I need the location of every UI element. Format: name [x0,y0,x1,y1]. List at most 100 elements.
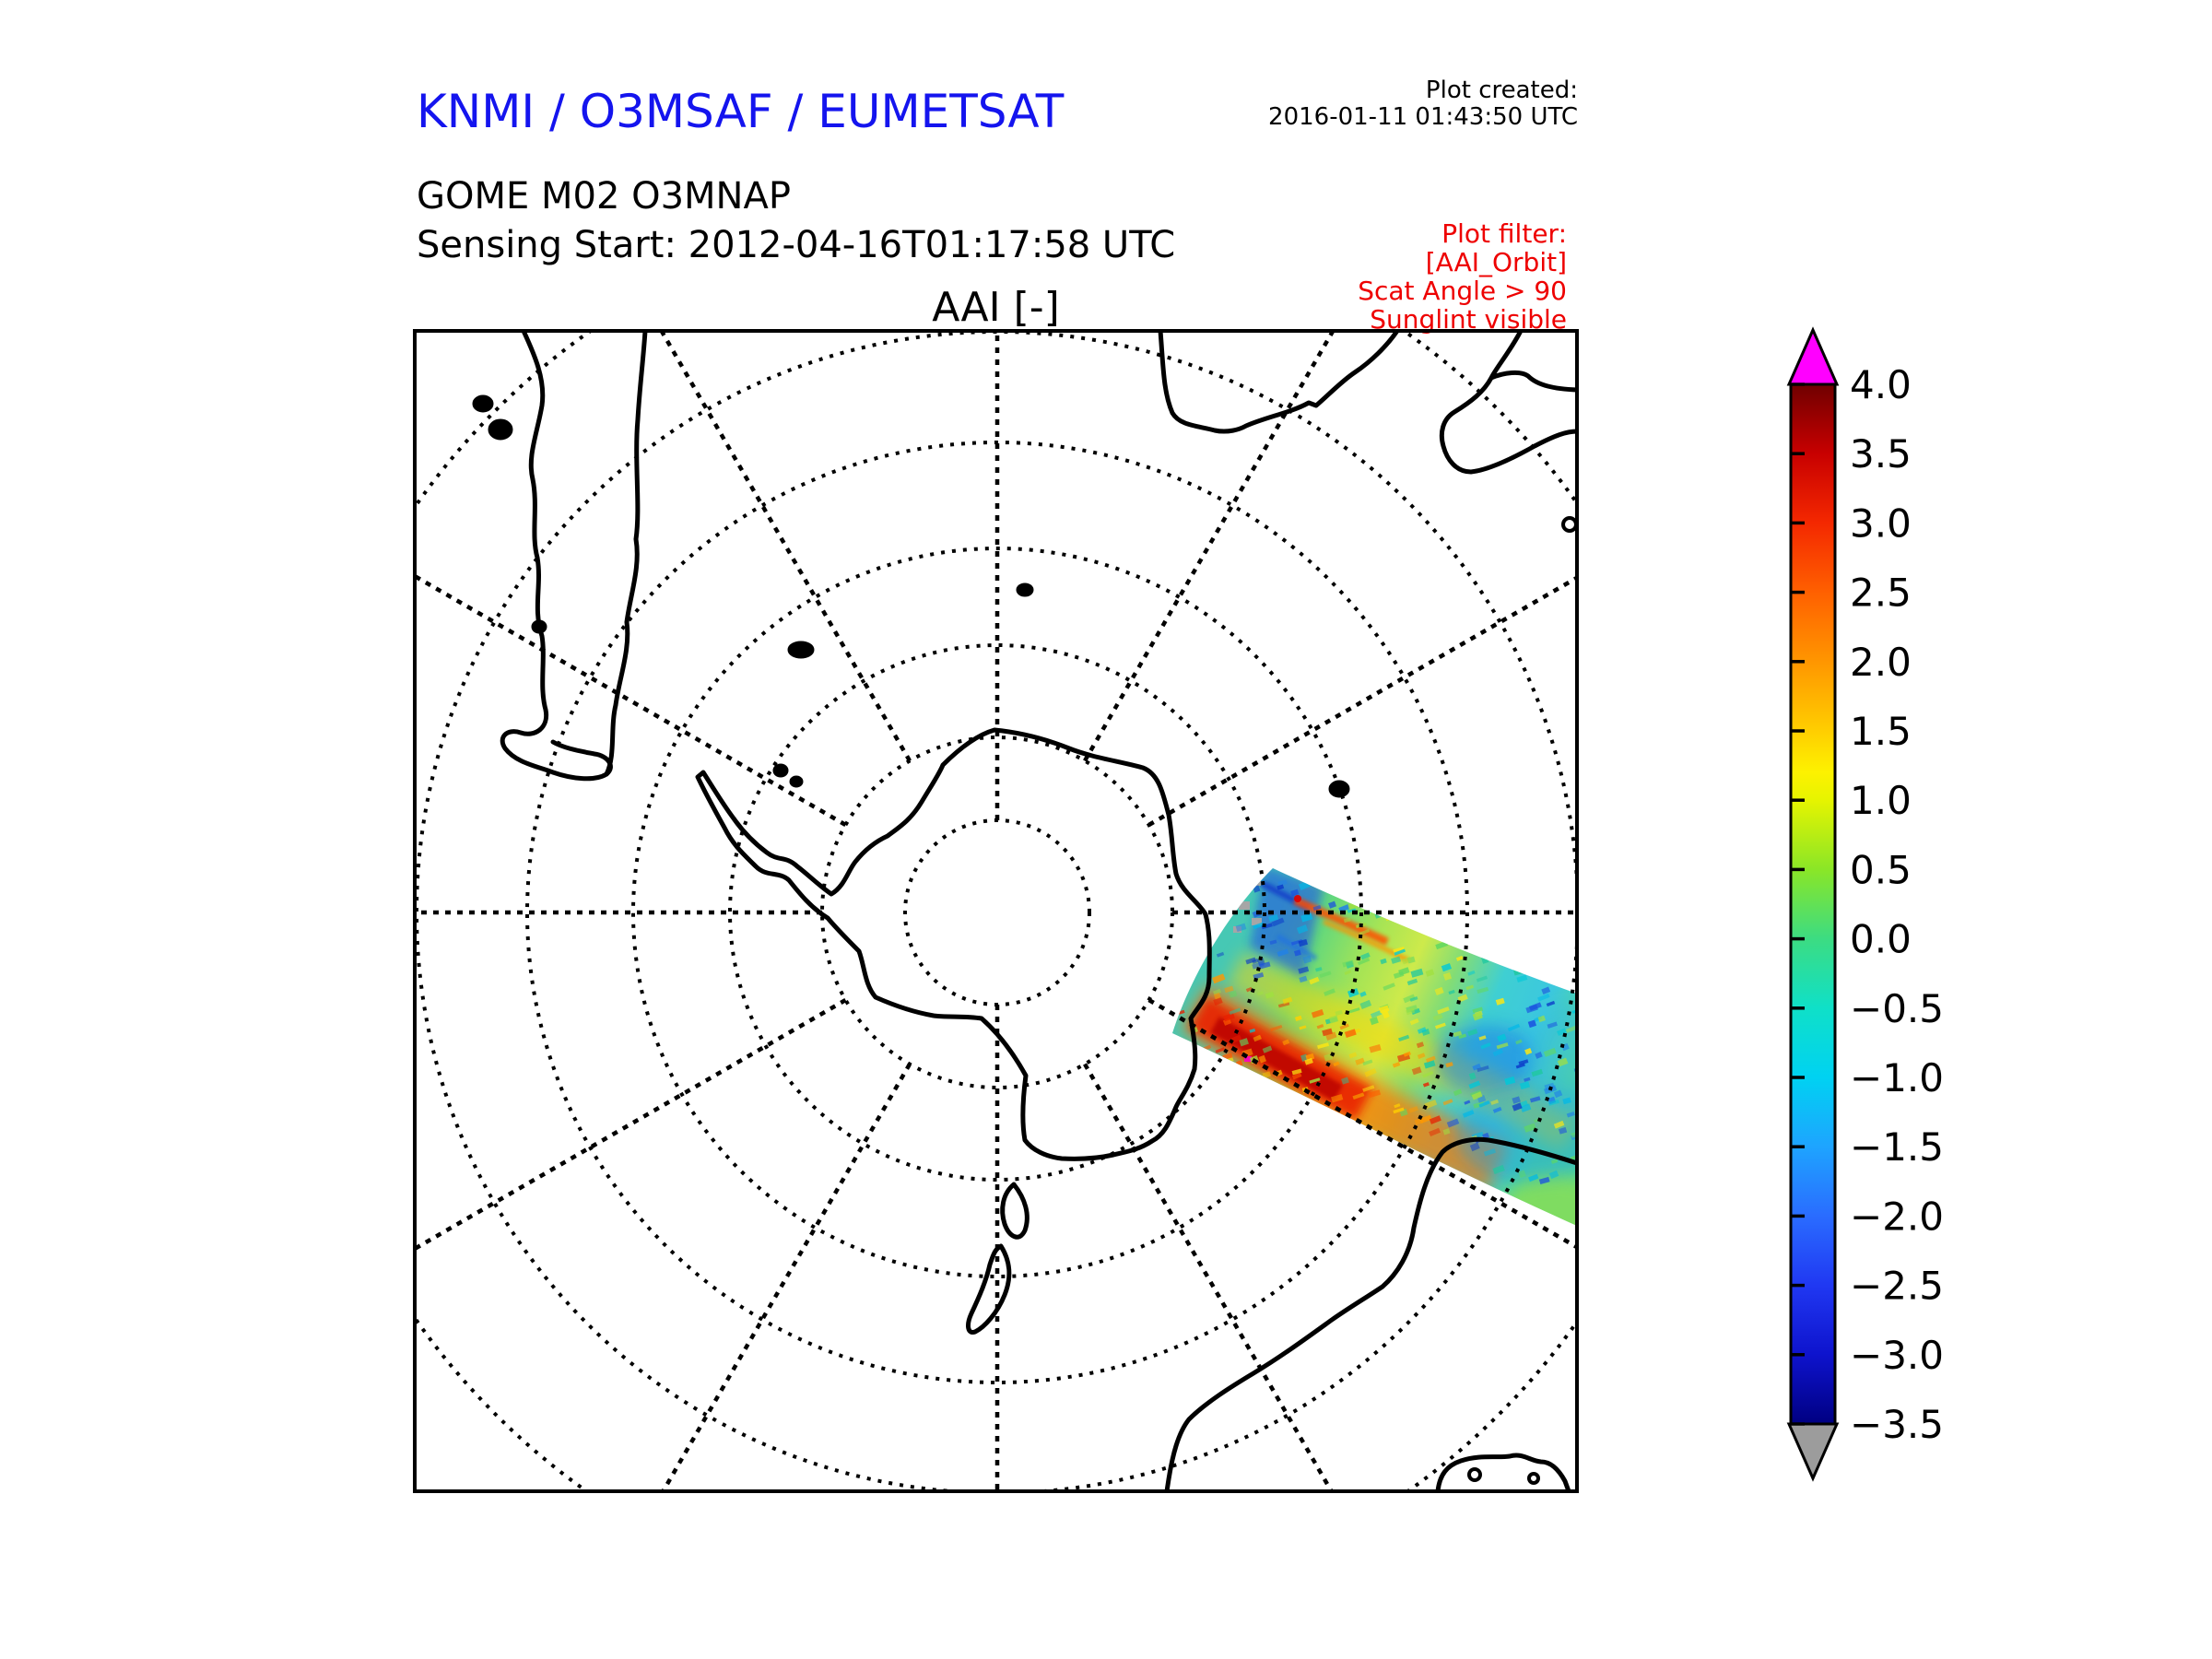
speckle [1359,999,1372,1009]
speckle [1442,1099,1453,1106]
speckle [1338,903,1351,913]
speckle [1391,956,1402,964]
speckle [1270,1025,1283,1031]
speckle [1249,1028,1256,1033]
speckle [1615,1008,1628,1018]
speckle [1282,996,1293,1005]
speckle [1408,1106,1418,1113]
speckle [1618,1074,1626,1082]
speckle [1477,1065,1489,1073]
speckle [1615,1070,1624,1077]
speckle [1469,1142,1480,1152]
speckle [1216,951,1225,958]
speckle [1492,1164,1505,1175]
speckle [1483,1147,1497,1157]
colorbar-tick-label: −1.5 [1850,1124,1944,1170]
speckle [1543,1047,1557,1057]
speckle [1472,1006,1484,1014]
speckle [1347,1007,1360,1014]
speckle [1585,1057,1595,1065]
speckle [1650,1037,1658,1043]
speckle [1537,1015,1547,1023]
speckle [1557,1057,1569,1067]
speckle [1417,1053,1426,1059]
speckle [1429,1115,1441,1124]
graticule [415,331,1577,1491]
speckle [1296,924,1309,935]
speckle [1643,1074,1653,1082]
speckle [1224,985,1234,994]
speckle [1472,1063,1481,1071]
parallel-circle [631,547,1363,1278]
speckle [1213,992,1221,1000]
coast-new-zealand-south [966,1243,1012,1335]
speckle [1611,1114,1622,1124]
speckle [1515,1039,1523,1045]
speckle [1455,955,1464,961]
speckle [1548,1170,1559,1180]
coast-tasmania [1435,1453,1571,1491]
speckle [1401,956,1412,965]
colorbar-tick-label: 1.5 [1850,709,1912,754]
plot-created-label: Plot created: [1425,76,1578,104]
speckle [1581,1137,1591,1147]
speckle [1309,1077,1321,1084]
speckle [1497,1033,1507,1042]
speckle [1472,1011,1483,1021]
speckle [1394,948,1406,956]
speckle [1304,1057,1313,1065]
island-south-georgia [787,641,815,659]
speckle [1277,948,1289,957]
speckle [1403,1051,1412,1057]
speckle [1229,1007,1241,1016]
speckle [1512,1102,1523,1112]
plot-filter-block: Plot filter: [AAI_Orbit] Scat Angle > 90 Su… [1358,219,1567,334]
speckle [1545,977,1552,983]
speckle [1677,1076,1684,1080]
speckle [1410,968,1424,978]
speckle [1252,958,1259,964]
parallel-circle [903,818,1091,1006]
coastlines [472,331,1577,1491]
speckle [1333,1061,1340,1067]
speckle [1382,1010,1390,1019]
speckle [1424,1100,1438,1110]
speckle [1403,994,1416,1004]
speckle [1457,994,1468,1003]
map-title: AAI [-] [932,284,1060,331]
speckle [1541,986,1551,994]
speckle [1520,1103,1532,1112]
speckle [1467,970,1476,976]
speckle [1662,1045,1669,1052]
colorbar: 4.0 3.5 3.0 2.5 2.0 1.5 1.0 0.5 0.0 −0.5 −1.0 −1.5 −… [1786,326,1944,1482]
speckle [1531,1068,1544,1077]
speckle [1229,990,1238,998]
speckle [1601,1011,1609,1019]
plot-filter-line-2: Scat Angle > 90 [1358,276,1567,306]
speckle [1253,971,1265,980]
speckle [1312,905,1322,911]
speckle [1357,958,1371,966]
speckle [1565,1025,1577,1033]
speckle [1277,879,1288,887]
speckle [1406,1007,1416,1016]
island-falkland-west [472,394,494,413]
speckle [1515,1063,1525,1069]
speckle [1342,959,1355,968]
speckle [1291,1072,1302,1080]
speckle [1268,913,1279,923]
speckle [1602,995,1614,1002]
sensing-start: Sensing Start: 2012-04-16T01:17:58 UTC [417,224,1176,266]
speckle [1490,1099,1500,1105]
speckle [1644,1067,1653,1074]
speckle [1515,965,1524,972]
speckle [1653,1076,1662,1081]
speckle [1611,1034,1620,1041]
speckle [1585,1142,1597,1149]
coast-madagascar [1439,331,1577,475]
speckle [1277,1002,1290,1008]
speckle [1442,1128,1451,1135]
speckle [1518,1170,1526,1179]
colorbar-tick-label: −1.0 [1850,1055,1944,1100]
